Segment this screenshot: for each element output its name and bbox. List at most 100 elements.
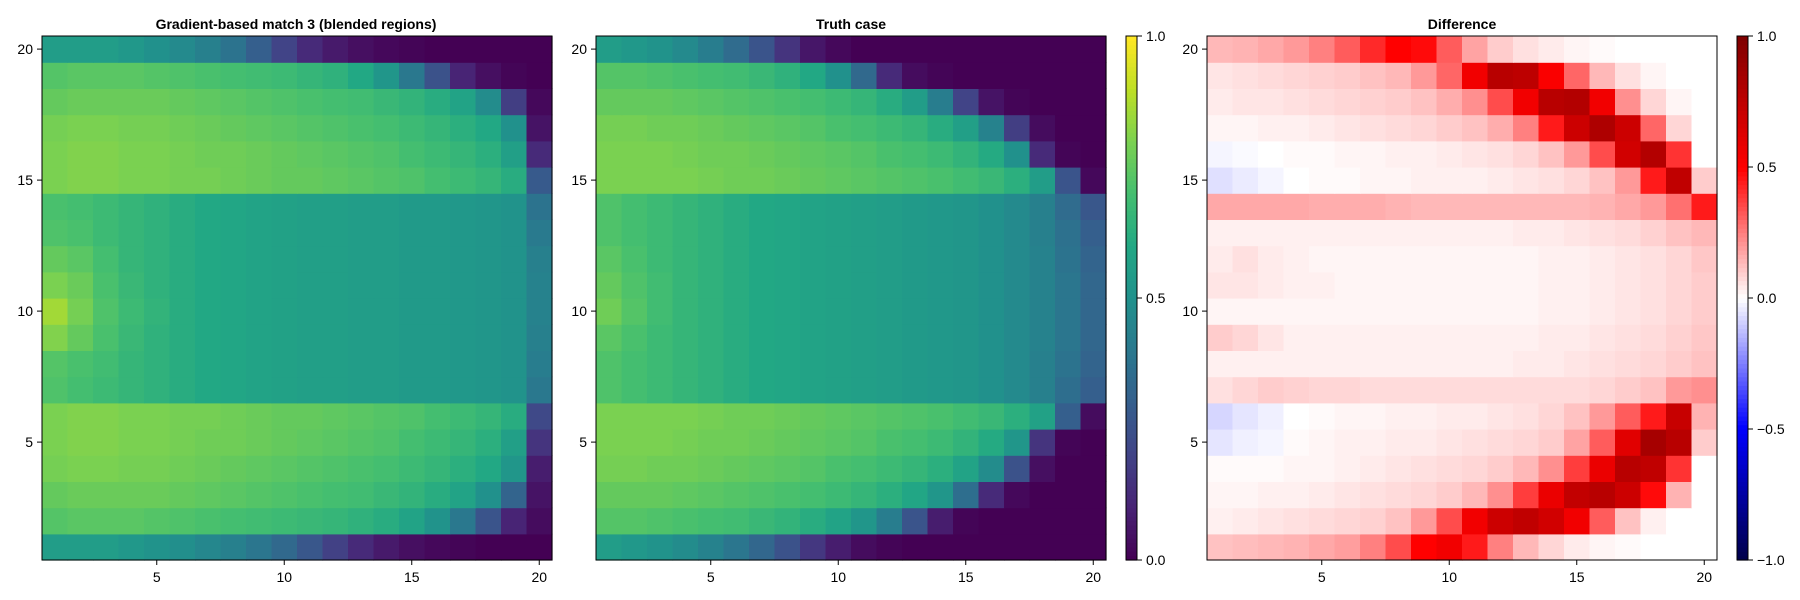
heatmap-cell [271, 481, 298, 509]
heatmap-cell [1666, 219, 1693, 247]
heatmap-cell [953, 350, 980, 378]
colorbar-segment [1126, 92, 1137, 98]
heatmap-cell [424, 167, 451, 194]
heatmap-cell [1666, 140, 1693, 168]
heatmap-cell [195, 114, 222, 142]
heatmap-cell [647, 507, 674, 535]
heatmap-cell [774, 36, 801, 63]
heatmap-cell [42, 114, 69, 142]
heatmap-cell [93, 245, 120, 273]
heatmap-cell [800, 533, 827, 561]
heatmap-cell [93, 167, 120, 194]
heatmap-cell [93, 324, 120, 351]
heatmap-cell [1487, 298, 1514, 325]
heatmap-cell [1207, 402, 1234, 430]
heatmap-cell [1436, 88, 1463, 116]
heatmap-cell [1538, 271, 1565, 299]
heatmap-cell [1411, 140, 1438, 168]
heatmap-cell [424, 324, 451, 351]
heatmap-cell [927, 402, 954, 430]
heatmap-cell [501, 245, 528, 273]
heatmap-cell [876, 402, 903, 430]
heatmap-cell [902, 324, 929, 351]
colorbar-segment [1126, 525, 1137, 531]
heatmap-cell [1666, 324, 1693, 351]
heatmap-cell [596, 376, 623, 404]
heatmap-cell [1615, 507, 1642, 535]
heatmap-cell [118, 429, 145, 456]
heatmap-cell [1411, 455, 1438, 482]
heatmap-cell [450, 219, 477, 247]
colorbar-segment [1126, 197, 1137, 203]
heatmap-cell [195, 481, 222, 509]
heatmap-cell [953, 271, 980, 299]
colorbar-segment [1126, 127, 1137, 133]
heatmap-cell [1055, 429, 1082, 456]
heatmap-cell [1487, 167, 1514, 194]
heatmap-cell [698, 481, 725, 509]
heatmap-cell [774, 324, 801, 351]
colorbar-segment [1126, 367, 1137, 373]
heatmap-cell [1334, 167, 1361, 194]
heatmap-cell [1232, 429, 1259, 456]
heatmap-cell [144, 140, 171, 168]
heatmap-cell [1232, 350, 1259, 378]
heatmap-cell [1283, 219, 1310, 247]
colorbar-segment [1737, 538, 1748, 544]
heatmap-cell [169, 507, 196, 535]
heatmap-cell [1436, 36, 1463, 63]
colorbar-segment [1126, 402, 1137, 408]
heatmap-cell [297, 402, 324, 430]
colorbar-segment [1737, 184, 1748, 190]
heatmap-cell [1538, 298, 1565, 325]
colorbar-segment [1737, 437, 1748, 443]
heatmap-cell [1232, 219, 1259, 247]
heatmap-cell [1207, 114, 1234, 142]
colorbar-segment [1737, 97, 1748, 103]
heatmap-cell [927, 62, 954, 89]
colorbar-segment [1737, 66, 1748, 72]
y-tick-label: 10 [571, 303, 587, 319]
heatmap-cell [698, 429, 725, 456]
heatmap-cell [399, 114, 426, 142]
heatmap-cell [1513, 167, 1540, 194]
heatmap-cell [450, 298, 477, 325]
colorbar-segment [1126, 184, 1137, 190]
heatmap-cell [1055, 167, 1082, 194]
colorbar-segment [1737, 36, 1748, 41]
heatmap-cell [246, 429, 273, 456]
colorbar-segment [1126, 280, 1137, 286]
heatmap-cell [851, 140, 878, 168]
heatmap-cell [1640, 245, 1667, 273]
heatmap-cell [621, 271, 648, 299]
heatmap-cell [297, 271, 324, 299]
heatmap-cell [1334, 324, 1361, 351]
heatmap-cell [1334, 88, 1361, 116]
heatmap-cell [774, 350, 801, 378]
heatmap-cell [1232, 298, 1259, 325]
heatmap-cell [1513, 298, 1540, 325]
heatmap-cell [169, 298, 196, 325]
colorbar-segment [1126, 529, 1137, 535]
heatmap-cell [526, 271, 553, 299]
heatmap-cell [1360, 429, 1387, 456]
heatmap-cell [953, 507, 980, 535]
heatmap-cell [825, 455, 852, 482]
heatmap-cell [42, 350, 69, 378]
heatmap-cell [1232, 376, 1259, 404]
heatmap-cell [1487, 481, 1514, 509]
heatmap-cell [621, 455, 648, 482]
heatmap-cell [501, 140, 528, 168]
heatmap-cell [1385, 324, 1412, 351]
heatmap-cell [1055, 219, 1082, 247]
heatmap-cell [322, 271, 349, 299]
colorbar-segment [1737, 398, 1748, 404]
heatmap-cell [169, 271, 196, 299]
heatmap-cell [322, 167, 349, 194]
heatmap-cell [1004, 245, 1031, 273]
plot-frame [1206, 35, 1718, 561]
heatmap-cell [424, 298, 451, 325]
heatmap-cell [876, 376, 903, 404]
heatmap-cell [42, 167, 69, 194]
heatmap-cell [1004, 219, 1031, 247]
